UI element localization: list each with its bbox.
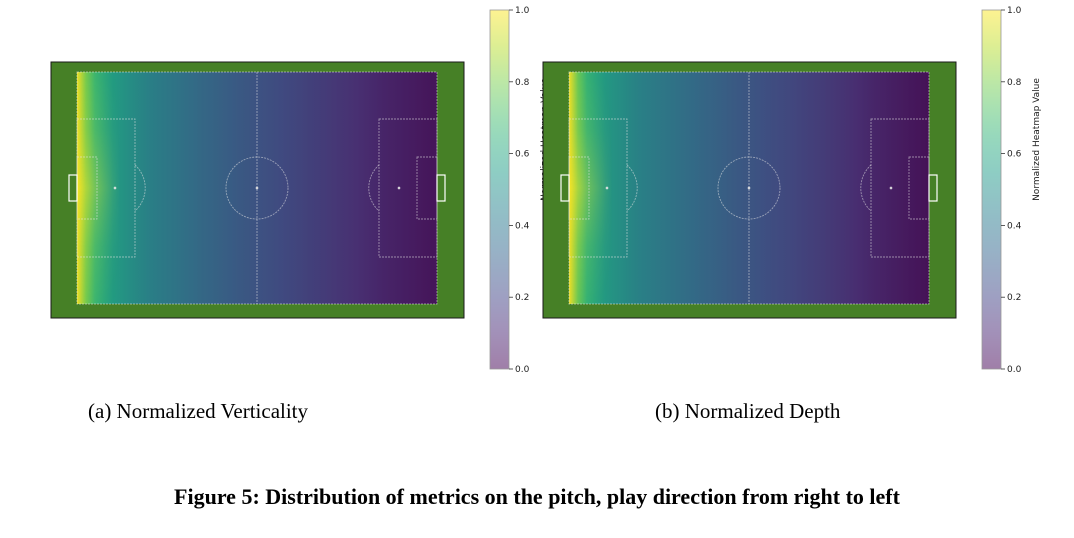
- colorbar-tick-label: 0.0: [515, 365, 530, 375]
- colorbar-tick-label: 0.2: [1007, 293, 1021, 303]
- center-spot: [255, 186, 259, 190]
- colorbar-tick-label: 1.0: [515, 6, 530, 16]
- penalty-spot-left: [605, 186, 609, 190]
- center-circle: [717, 156, 781, 220]
- colorbar-bar: [981, 9, 1002, 370]
- goal-left: [68, 174, 78, 202]
- caption-b: (b) Normalized Depth: [655, 399, 841, 423]
- colorbar-label: Normalized Heatmap Value: [1032, 78, 1042, 201]
- figure-caption: Figure 5: Distribution of metrics on the…: [174, 484, 900, 509]
- pitch-lines: [76, 71, 438, 305]
- penalty-arc-left: [134, 164, 146, 212]
- penalty-arc-left: [626, 164, 638, 212]
- colorbar-tick-label: 0.8: [515, 78, 530, 88]
- caption-a: (a) Normalized Verticality: [88, 399, 309, 423]
- colorbar-tick-label: 0.6: [515, 150, 530, 160]
- colorbar-tick-label: 0.6: [1007, 150, 1022, 160]
- colorbar-tick-label: 0.0: [1007, 365, 1022, 375]
- penalty-spot-left: [113, 186, 117, 190]
- panel-b: 0.0 0.2 0.4 0.6 0.8 1.0 Normalized Heatmap Val…: [542, 6, 1042, 423]
- colorbar-tick-label: 0.4: [515, 221, 530, 231]
- penalty-spot-right: [397, 186, 401, 190]
- goal-left: [560, 174, 570, 202]
- colorbar-tick-label: 1.0: [1007, 6, 1022, 16]
- goal-right: [928, 174, 938, 202]
- goal-right: [436, 174, 446, 202]
- colorbar-tick-label: 0.8: [1007, 78, 1022, 88]
- penalty-arc-right: [368, 164, 380, 212]
- pitch-heatmap-b: [542, 61, 957, 319]
- center-spot: [747, 186, 751, 190]
- colorbar-bar: [489, 9, 510, 370]
- colorbar-tick-label: 0.4: [1007, 221, 1022, 231]
- pitch-heatmap-a: [50, 61, 465, 319]
- colorbar-b: 0.0 0.2 0.4 0.6 0.8 1.0 Normalized Heatmap Val…: [981, 6, 1042, 375]
- colorbar-tick-label: 0.2: [515, 293, 529, 303]
- penalty-spot-right: [889, 186, 893, 190]
- penalty-arc-right: [860, 164, 872, 212]
- center-circle: [225, 156, 289, 220]
